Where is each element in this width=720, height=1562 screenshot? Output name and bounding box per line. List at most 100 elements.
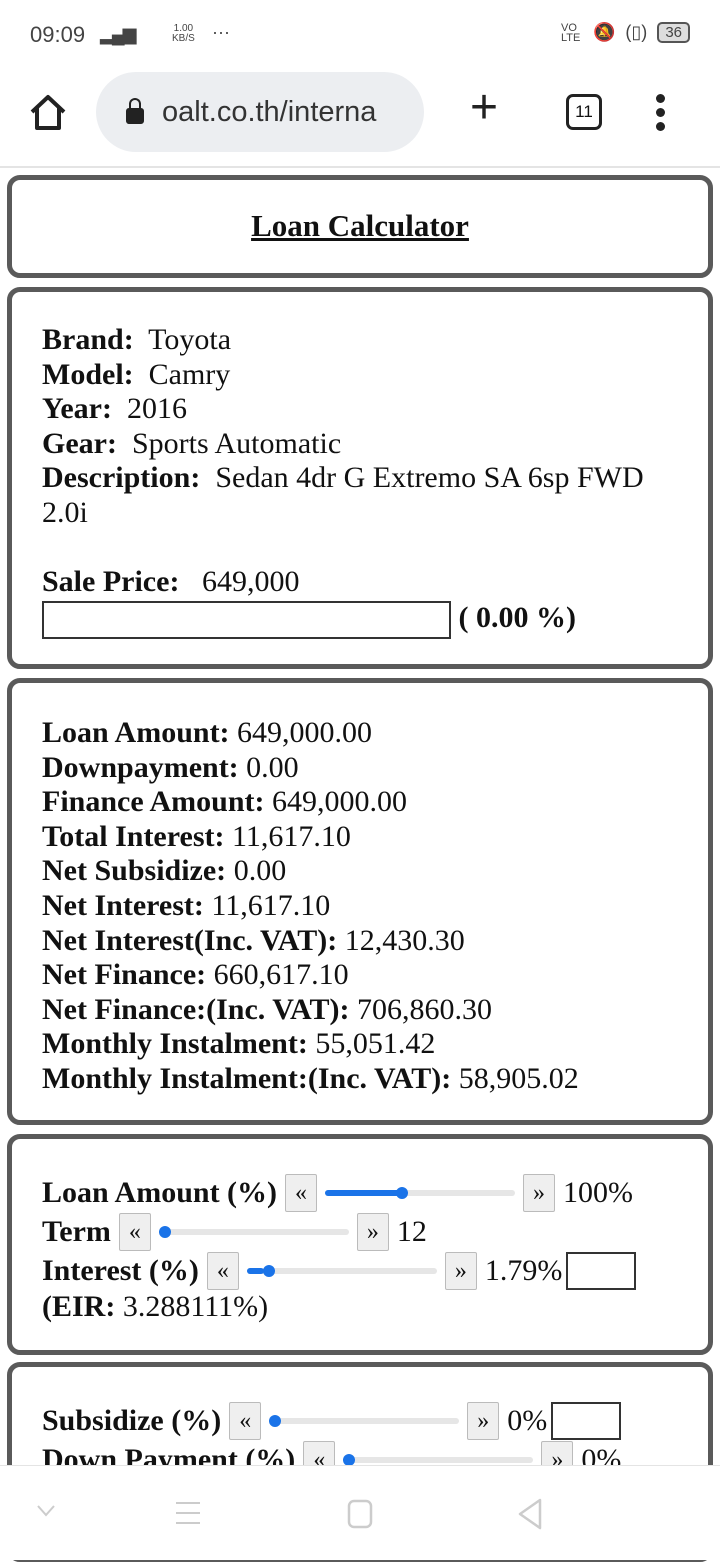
term-value: 12 bbox=[396, 1214, 427, 1248]
summary-value: 706,860.30 bbox=[356, 992, 492, 1026]
term-control: Term « » 12 bbox=[42, 1212, 708, 1251]
loan-amount-increase-button[interactable]: » bbox=[523, 1173, 556, 1212]
interest-value: 1.79% bbox=[484, 1253, 563, 1287]
loan-amount-slider[interactable] bbox=[325, 1183, 516, 1203]
summary-value: 11,617.10 bbox=[232, 819, 351, 853]
slider-thumb[interactable] bbox=[343, 1453, 356, 1466]
slider-track bbox=[246, 1267, 437, 1274]
eir-label: (EIR: bbox=[42, 1290, 116, 1323]
interest-control: Interest (%) « » 1.79% bbox=[42, 1251, 708, 1290]
slider-track bbox=[325, 1189, 516, 1196]
slider-thumb[interactable] bbox=[396, 1186, 409, 1199]
interest-increase-button[interactable]: » bbox=[444, 1251, 477, 1290]
subsidize-decrease-button[interactable]: « bbox=[229, 1401, 262, 1440]
summary-label: Downpayment: bbox=[42, 750, 239, 784]
slider-track bbox=[269, 1417, 460, 1424]
summary-row: Monthly Instalment:(Inc. VAT): 58,905.02 bbox=[42, 1062, 708, 1097]
description-label: Description: bbox=[42, 461, 201, 495]
overflow-menu-icon[interactable] bbox=[656, 94, 670, 136]
url-text: oalt.co.th/interna bbox=[162, 95, 377, 128]
interest-slider[interactable] bbox=[246, 1261, 437, 1281]
summary-row: Net Finance: 660,617.10 bbox=[42, 958, 708, 993]
interest-label: Interest (%) bbox=[42, 1253, 199, 1287]
sale-price-row: Sale Price: 649,000 bbox=[42, 565, 708, 600]
slider-thumb[interactable] bbox=[158, 1225, 171, 1238]
gear-row: Gear: Sports Automatic bbox=[42, 427, 708, 462]
price-input-row: ( 0.00 %) bbox=[42, 601, 708, 640]
summary-value: 55,051.42 bbox=[315, 1027, 436, 1061]
new-tab-button[interactable]: + bbox=[470, 81, 499, 134]
home-icon[interactable] bbox=[28, 92, 68, 132]
year-row: Year: 2016 bbox=[42, 392, 708, 427]
summary-row: Net Finance:(Inc. VAT): 706,860.30 bbox=[42, 993, 708, 1028]
subsidize-increase-button[interactable]: » bbox=[467, 1401, 500, 1440]
price-percent: ( 0.00 %) bbox=[458, 601, 576, 635]
page-title: Loan Calculator bbox=[251, 208, 469, 243]
speed-value: 1.00 bbox=[173, 23, 194, 34]
summary-panel: Loan Amount: 649,000.00 Downpayment: 0.00… bbox=[7, 678, 713, 1125]
summary-value: 660,617.10 bbox=[213, 958, 349, 992]
volte-icon: VO LTE bbox=[560, 21, 581, 44]
loan-amount-control: Loan Amount (%) « » 100% bbox=[42, 1173, 708, 1212]
status-bar: 09:09 ▂▄▆ 1.00 KB/S ··· VO LTE 🔕 (▯) 36 bbox=[0, 0, 720, 72]
year-value: 2016 bbox=[126, 392, 187, 426]
network-speed: 1.00 KB/S bbox=[172, 24, 195, 44]
browser-toolbar: oalt.co.th/interna + 11 bbox=[0, 72, 720, 168]
slider-track bbox=[158, 1228, 349, 1235]
term-decrease-button[interactable]: « bbox=[118, 1212, 151, 1251]
term-slider[interactable] bbox=[158, 1222, 349, 1242]
summary-row: Monthly Instalment: 55,051.42 bbox=[42, 1027, 708, 1062]
recents-icon[interactable] bbox=[174, 1500, 202, 1526]
summary-value: 58,905.02 bbox=[458, 1061, 579, 1095]
signal-icon: ▂▄▆ bbox=[100, 24, 136, 44]
slider-fill bbox=[325, 1189, 402, 1196]
summary-row: Loan Amount: 649,000.00 bbox=[42, 716, 708, 751]
sale-price-value: 649,000 bbox=[201, 564, 300, 598]
summary-row: Downpayment: 0.00 bbox=[42, 751, 708, 786]
eir-value: 3.288111%) bbox=[122, 1290, 269, 1323]
summary-value: 0.00 bbox=[233, 854, 287, 888]
vehicle-panel: Brand: Toyota Model: Camry Year: 2016 Ge… bbox=[7, 287, 713, 669]
sale-price-label: Sale Price: bbox=[42, 564, 180, 598]
term-increase-button[interactable]: » bbox=[356, 1212, 389, 1251]
interest-decrease-button[interactable]: « bbox=[206, 1251, 239, 1290]
summary-row: Net Subsidize: 0.00 bbox=[42, 854, 708, 889]
back-icon[interactable] bbox=[516, 1497, 544, 1531]
summary-label: Monthly Instalment: bbox=[42, 1027, 308, 1061]
collapse-chevron-icon[interactable] bbox=[36, 1504, 56, 1518]
tab-switcher-button[interactable]: 11 bbox=[566, 94, 602, 130]
mute-icon: 🔕 bbox=[592, 22, 616, 42]
slider-thumb[interactable] bbox=[269, 1414, 282, 1427]
summary-label: Total Interest: bbox=[42, 819, 225, 853]
summary-label: Net Finance:(Inc. VAT): bbox=[42, 992, 350, 1026]
summary-value: 649,000.00 bbox=[272, 785, 408, 819]
brand-row: Brand: Toyota bbox=[42, 323, 708, 358]
summary-row: Total Interest: 11,617.10 bbox=[42, 820, 708, 855]
more-notifications-icon: ··· bbox=[212, 22, 230, 42]
summary-label: Net Interest(Inc. VAT): bbox=[42, 923, 338, 957]
subsidize-control: Subsidize (%) « » 0% bbox=[42, 1401, 708, 1440]
model-value: Camry bbox=[148, 357, 231, 391]
address-bar[interactable]: oalt.co.th/interna bbox=[96, 72, 424, 152]
price-input[interactable] bbox=[42, 601, 451, 640]
summary-label: Monthly Instalment:(Inc. VAT): bbox=[42, 1061, 452, 1095]
brand-value: Toyota bbox=[148, 323, 232, 356]
summary-row: Finance Amount: 649,000.00 bbox=[42, 785, 708, 820]
home-nav-icon[interactable] bbox=[347, 1499, 373, 1529]
description-value: Sedan 4dr G Extremo SA 6sp FWD 2.0i bbox=[42, 461, 644, 529]
summary-value: 0.00 bbox=[246, 750, 299, 784]
interest-input[interactable] bbox=[566, 1251, 637, 1290]
gear-label: Gear: bbox=[42, 426, 117, 460]
subsidize-value: 0% bbox=[507, 1403, 548, 1437]
slider-thumb[interactable] bbox=[262, 1264, 275, 1277]
subsidize-slider[interactable] bbox=[269, 1411, 460, 1431]
title-panel: Loan Calculator bbox=[7, 175, 713, 278]
down-payment-slider[interactable] bbox=[343, 1450, 534, 1470]
summary-label: Loan Amount: bbox=[42, 716, 230, 749]
summary-label: Finance Amount: bbox=[42, 785, 265, 819]
subsidize-input[interactable] bbox=[551, 1401, 622, 1440]
lock-icon bbox=[126, 98, 144, 124]
slider-fill bbox=[246, 1267, 264, 1274]
loan-amount-decrease-button[interactable]: « bbox=[285, 1173, 318, 1212]
description-row: Description: Sedan 4dr G Extremo SA 6sp … bbox=[42, 461, 662, 530]
